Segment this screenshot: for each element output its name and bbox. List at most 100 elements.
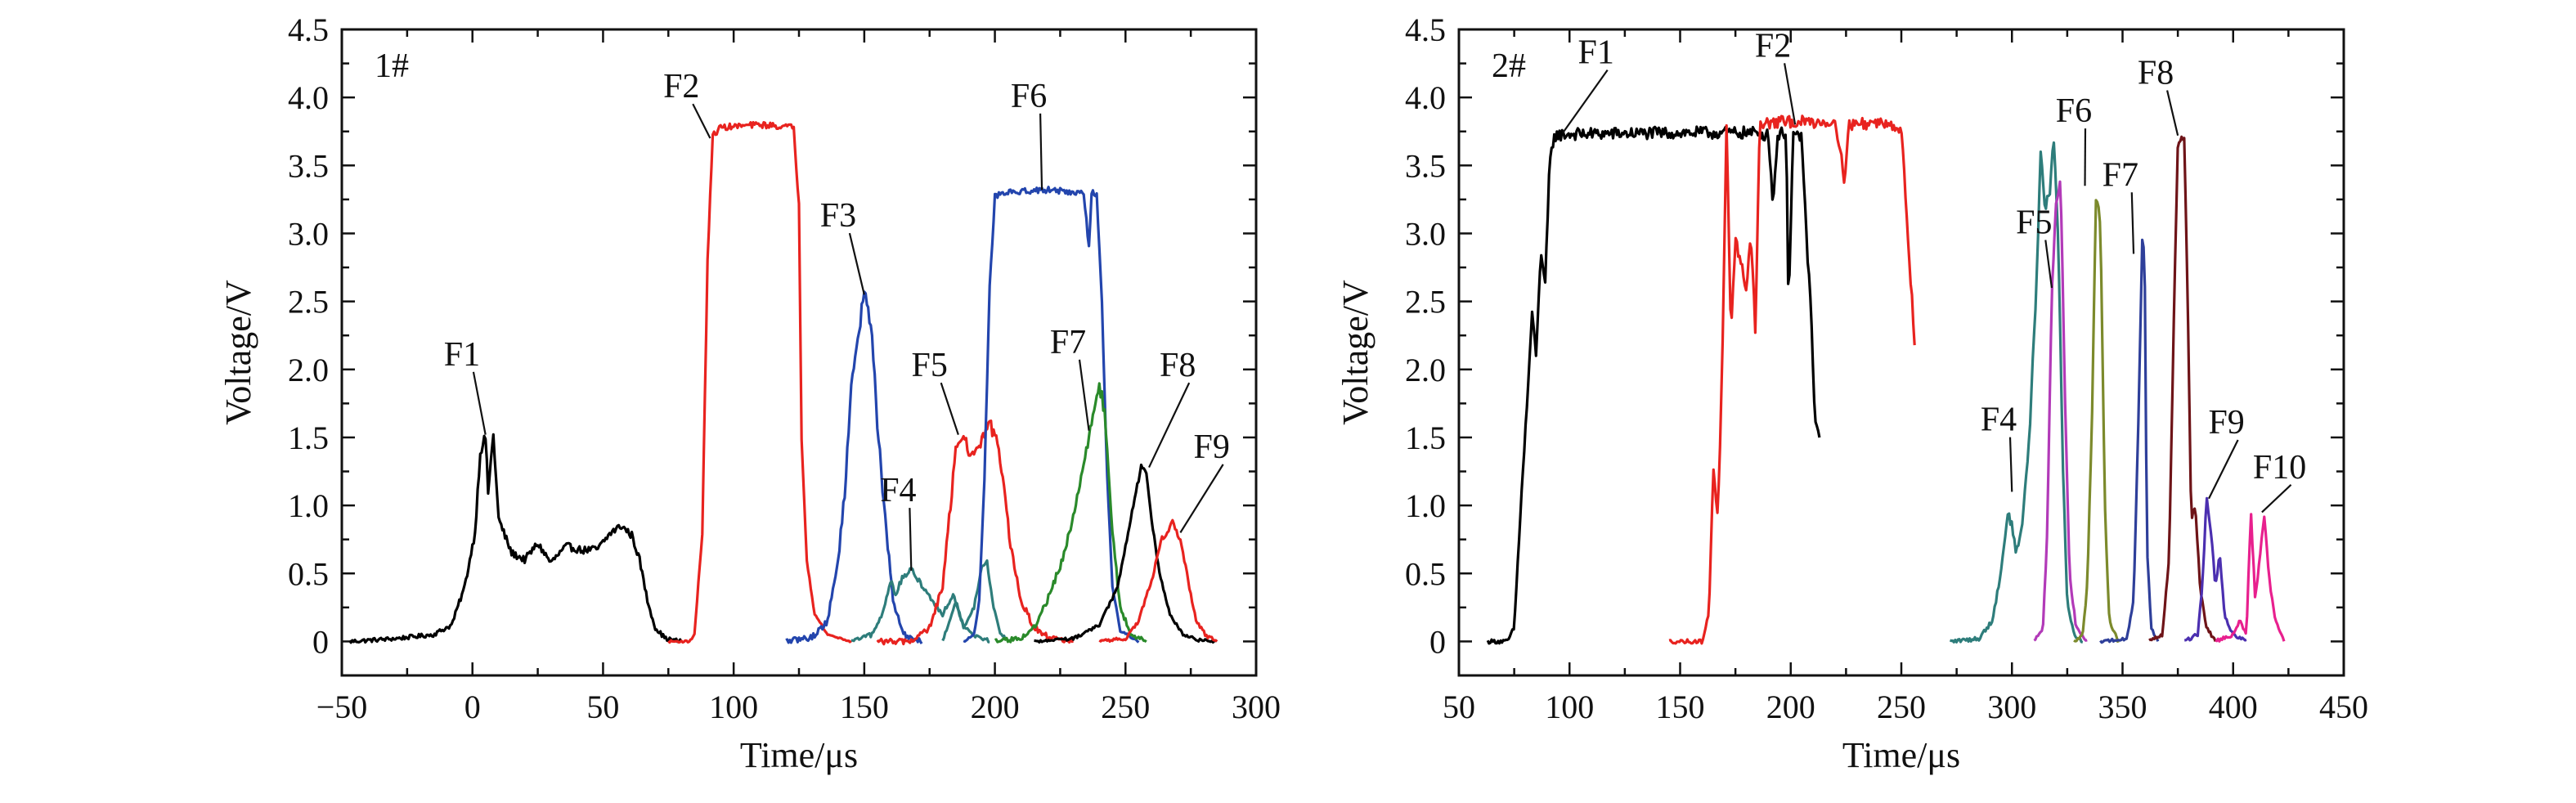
series-line-f2	[1668, 114, 1916, 645]
series-line-f1	[348, 433, 683, 644]
series-label-f9: F9	[1194, 428, 1230, 466]
y-tick-label: 2.0	[288, 352, 329, 388]
x-axis-title: Time/μs	[1842, 735, 1960, 775]
series-line-f4	[850, 567, 990, 644]
series-line-f1	[1486, 125, 1821, 645]
label-leader-line	[2261, 484, 2292, 514]
series-line-f9	[2184, 496, 2247, 642]
x-tick-label: 350	[2098, 689, 2147, 725]
series-label-f9: F9	[2208, 404, 2244, 442]
label-leader-line	[472, 371, 487, 435]
panel-right-chart: 50 100 150 200 250 300 350 400 450 0 0.5 1.0 1.5 2.0 2…	[1335, 11, 2368, 775]
series-label-f4: F4	[880, 472, 916, 509]
x-tick-label: 0	[464, 689, 481, 725]
panel-label: 2#	[1492, 47, 1526, 85]
y-tick-label: 4.5	[1405, 11, 1446, 48]
y-tick-label: 3.0	[288, 215, 329, 252]
panel-left-chart: −50 0 50 100 150 200 250 300 0 0.5 1.0 1.5 2.0 2.5 3.0…	[218, 11, 1281, 775]
series-line-f7	[994, 382, 1147, 644]
y-axis-title: Voltage/V	[218, 280, 258, 425]
label-leader-line	[1148, 382, 1191, 469]
y-tick-label: 4.5	[288, 11, 329, 48]
x-tick-label: 50	[1443, 689, 1475, 725]
y-tick-label: 2.5	[288, 284, 329, 321]
y-tick-label: 4.0	[288, 79, 329, 116]
label-leader-line	[1039, 113, 1043, 191]
series-label-f10: F10	[2253, 449, 2306, 487]
series-label-f6: F6	[2056, 92, 2092, 130]
y-tick-label: 3.5	[1405, 147, 1446, 184]
series-line-f3	[785, 290, 923, 644]
label-leader-line	[2044, 240, 2053, 289]
x-tick-label: 450	[2319, 689, 2368, 725]
y-tick-label: 0.5	[1405, 555, 1446, 592]
series-label-f1: F1	[444, 336, 480, 374]
series-line-f8	[1034, 463, 1218, 644]
label-leader-line	[2208, 439, 2239, 500]
y-axis-title: Voltage/V	[1335, 280, 1376, 425]
x-tick-label: 200	[971, 689, 1020, 725]
series-label-f3: F3	[820, 197, 856, 235]
y-tick-label: 0.5	[288, 555, 329, 592]
x-tick-label: 50	[586, 689, 619, 725]
label-leader-line	[1562, 69, 1609, 134]
label-leader-line	[692, 103, 711, 139]
x-tick-label: 100	[1545, 689, 1594, 725]
y-tick-label: 3.5	[288, 147, 329, 184]
series-line-f10	[2215, 513, 2286, 643]
series-label-f1: F1	[1578, 34, 1614, 72]
label-leader-line	[1784, 63, 1797, 125]
series-line-f6	[963, 186, 1140, 644]
x-tick-label: 300	[1987, 689, 2036, 725]
series-label-f4: F4	[1981, 402, 2017, 439]
label-leader-line	[2008, 437, 2013, 492]
y-tick-label: 2.0	[1405, 352, 1446, 388]
series-line-f7	[2099, 238, 2160, 644]
x-tick-label: 300	[1232, 689, 1281, 725]
series-label-f2: F2	[1755, 27, 1791, 65]
series-line-f9	[1098, 518, 1218, 643]
traces-group	[1486, 114, 2286, 645]
series-line-f5	[876, 419, 1075, 646]
label-leader-line	[1179, 464, 1224, 533]
y-tick-label: 4.0	[1405, 79, 1446, 116]
x-tick-label: 250	[1101, 689, 1150, 725]
x-tick-label: −50	[316, 689, 368, 725]
series-label-f6: F6	[1011, 78, 1047, 115]
series-label-f8: F8	[2138, 55, 2174, 92]
x-tick-label: 100	[709, 689, 758, 725]
series-label-f7: F7	[1050, 324, 1086, 361]
label-leader-line	[909, 508, 913, 571]
y-tick-label: 1.5	[288, 419, 329, 456]
series-label-f2: F2	[663, 68, 699, 105]
x-tick-label: 150	[1656, 689, 1705, 725]
x-tick-label: 250	[1877, 689, 1926, 725]
series-label-f7: F7	[2103, 156, 2138, 194]
series-label-f8: F8	[1160, 347, 1196, 384]
series-line-f8	[2148, 135, 2217, 642]
series-label-f5: F5	[2016, 204, 2052, 241]
label-leader-line	[940, 382, 959, 435]
series-line-f6	[2073, 199, 2120, 644]
y-tick-label: 0	[1429, 623, 1446, 660]
panel-label: 1#	[375, 47, 409, 85]
series-line-f5-f6-pulses	[941, 559, 1012, 643]
label-leader-line	[1078, 359, 1090, 431]
series-label-f5: F5	[912, 347, 948, 384]
label-leader-line	[2130, 192, 2135, 254]
x-tick-label: 150	[840, 689, 889, 725]
label-leader-line	[2166, 90, 2179, 136]
series-line-f5	[2033, 180, 2088, 642]
y-tick-label: 1.0	[288, 487, 329, 524]
traces-group	[348, 120, 1218, 646]
y-tick-label: 1.0	[1405, 487, 1446, 524]
series-line-f4	[1949, 141, 2084, 644]
y-tick-label: 3.0	[1405, 215, 1446, 252]
series-line-f2	[667, 120, 852, 644]
y-tick-label: 2.5	[1405, 284, 1446, 321]
y-tick-label: 0	[312, 623, 329, 660]
x-tick-label: 200	[1766, 689, 1815, 725]
x-axis-title: Time/μs	[740, 735, 858, 775]
y-tick-label: 1.5	[1405, 419, 1446, 456]
